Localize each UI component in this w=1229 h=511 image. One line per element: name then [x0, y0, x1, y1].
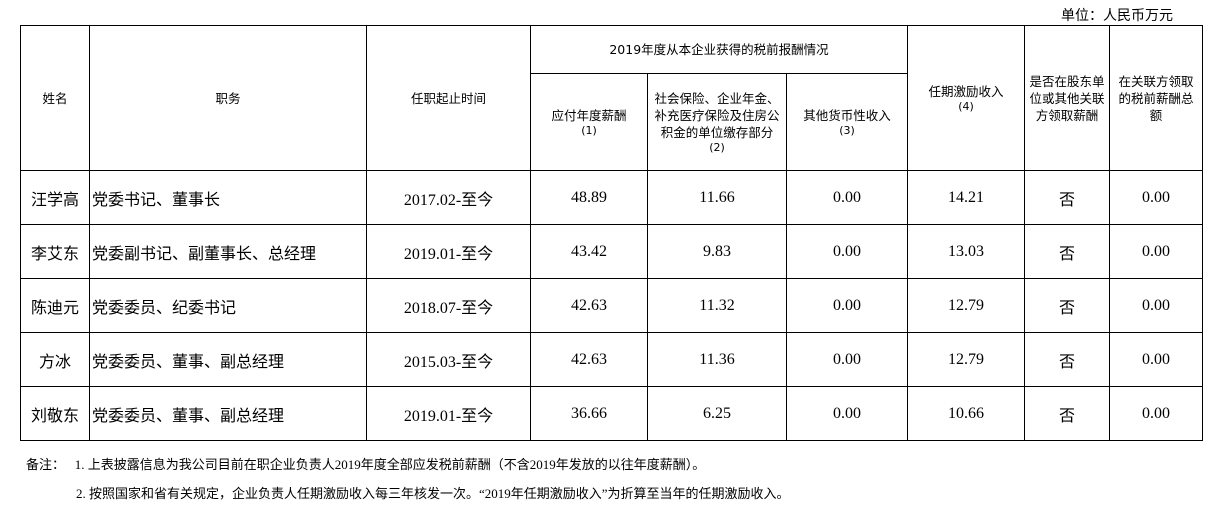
table-body: 汪学高 党委书记、董事长 2017.02-至今 48.89 11.66 0.00 14.21… — [20, 170, 1203, 441]
header-text: 在关联方领取的税前薪酬总额 — [1118, 73, 1194, 123]
table-cell: 党委委员、纪委书记 — [89, 278, 367, 333]
table-cell: 2018.07-至今 — [366, 278, 531, 333]
unit-label: 单位：人民币万元 — [1061, 9, 1173, 24]
table-cell: 否 — [1024, 170, 1110, 225]
table-cell: 0.00 — [786, 332, 908, 387]
header-cell: 在关联方领取的税前薪酬总额 — [1109, 25, 1203, 171]
header-cell: 是否在股东单位或其他关联方领取薪酬 — [1024, 25, 1110, 171]
table-cell: 0.00 — [786, 170, 908, 225]
table-row: 刘敬东 党委委员、董事、副总经理 2019.01-至今 36.66 6.25 0.00 10… — [20, 386, 1203, 441]
header-text: 姓名 — [42, 90, 68, 106]
table-cell: 2019.01-至今 — [366, 224, 531, 279]
note-text: 2. 按照国家和省有关规定，企业负责人任期激励收入每三年核发一次。“2019年任… — [76, 486, 790, 501]
note: 备注： 1. 上表披露信息为我公司目前在职企业负责人2019年度全部应发税前薪酬… — [26, 454, 705, 473]
table-cell: 42.63 — [530, 278, 648, 333]
table-row: 李艾东 党委副书记、副董事长、总经理 2019.01-至今 43.42 9.83 0.00… — [20, 224, 1203, 279]
header-note: (2) — [709, 141, 725, 154]
salary-table: 姓名 职务 任职起止时间 2019年度从本企业获得的税前报酬情况 任期激励收入(… — [20, 25, 1203, 441]
table-cell: 42.63 — [530, 332, 648, 387]
table-cell: 11.32 — [647, 278, 787, 333]
table-cell: 10.66 — [907, 386, 1025, 441]
table-cell: 0.00 — [786, 386, 908, 441]
table-cell: 0.00 — [1109, 224, 1203, 279]
table-row: 汪学高 党委书记、董事长 2017.02-至今 48.89 11.66 0.00 14.21… — [20, 170, 1203, 225]
table-cell: 11.66 — [647, 170, 787, 225]
table-cell: 2017.02-至今 — [366, 170, 531, 225]
table-cell: 0.00 — [786, 278, 908, 333]
note-text: 1. 上表披露信息为我公司目前在职企业负责人2019年度全部应发税前薪酬（不含2… — [74, 457, 706, 472]
table-cell: 14.21 — [907, 170, 1025, 225]
header-text: 职务 — [215, 90, 241, 106]
header-cell: 任期激励收入 (4) — [907, 25, 1025, 171]
table-cell: 43.42 — [530, 224, 648, 279]
header-text: 社会保险、企业年金、补充医疗保险及住房公积金的单位缴存部分 — [654, 91, 780, 140]
table-cell: 方冰 — [20, 332, 90, 387]
table-cell: 11.36 — [647, 332, 787, 387]
table-row: 方冰 党委委员、董事、副总经理 2015.03-至今 42.63 11.36 0.00 12… — [20, 332, 1203, 387]
table-cell: 党委副书记、副董事长、总经理 — [89, 224, 367, 279]
table-cell: 2019.01-至今 — [366, 386, 531, 441]
header-cell: 应付年度薪酬 (1) — [530, 73, 648, 171]
table-cell: 48.89 — [530, 170, 648, 225]
header-cell: 社会保险、企业年金、补充医疗保险及住房公积金的单位缴存部分 (2) — [647, 73, 787, 171]
header-text: 其他货币性收入 — [803, 108, 891, 123]
table-cell: 36.66 — [530, 386, 648, 441]
header-text: 是否在股东单位或其他关联方领取薪酬 — [1029, 73, 1105, 123]
table-cell: 0.00 — [1109, 332, 1203, 387]
table-cell: 2015.03-至今 — [366, 332, 531, 387]
table-cell: 否 — [1024, 332, 1110, 387]
table-cell: 0.00 — [1109, 386, 1203, 441]
table-cell: 李艾东 — [20, 224, 90, 279]
header-cell: 职务 — [89, 25, 367, 171]
table-cell: 0.00 — [786, 224, 908, 279]
notes-label: 备注： — [26, 457, 66, 472]
table-cell: 否 — [1024, 224, 1110, 279]
table-cell: 13.03 — [907, 224, 1025, 279]
group-header: 2019年度从本企业获得的税前报酬情况 — [530, 25, 908, 74]
table-cell: 党委委员、董事、副总经理 — [89, 332, 367, 387]
table-cell: 否 — [1024, 278, 1110, 333]
table-cell: 党委委员、董事、副总经理 — [89, 386, 367, 441]
table-cell: 0.00 — [1109, 278, 1203, 333]
header-text: 任职起止时间 — [410, 90, 486, 106]
table-cell: 0.00 — [1109, 170, 1203, 225]
header-note: (3) — [839, 124, 855, 137]
table-row: 陈迪元 党委委员、纪委书记 2018.07-至今 42.63 11.32 0.00 12.7… — [20, 278, 1203, 333]
table-cell: 党委书记、董事长 — [89, 170, 367, 225]
header-note: (1) — [581, 124, 597, 137]
table-cell: 否 — [1024, 386, 1110, 441]
header-note: (4) — [958, 100, 974, 113]
header-text: 任期激励收入 — [928, 84, 1004, 99]
table-cell: 汪学高 — [20, 170, 90, 225]
header-cell: 任职起止时间 — [366, 25, 531, 171]
header-text: 应付年度薪酬 — [551, 108, 627, 123]
header-cell: 其他货币性收入 (3) — [786, 73, 908, 171]
table-cell: 刘敬东 — [20, 386, 90, 441]
table-cell: 6.25 — [647, 386, 787, 441]
note: 2. 按照国家和省有关规定，企业负责人任期激励收入每三年核发一次。“2019年任… — [76, 483, 790, 502]
table-cell: 12.79 — [907, 332, 1025, 387]
header-cell: 姓名 — [20, 25, 90, 171]
table-cell: 陈迪元 — [20, 278, 90, 333]
table-cell: 12.79 — [907, 278, 1025, 333]
table-cell: 9.83 — [647, 224, 787, 279]
